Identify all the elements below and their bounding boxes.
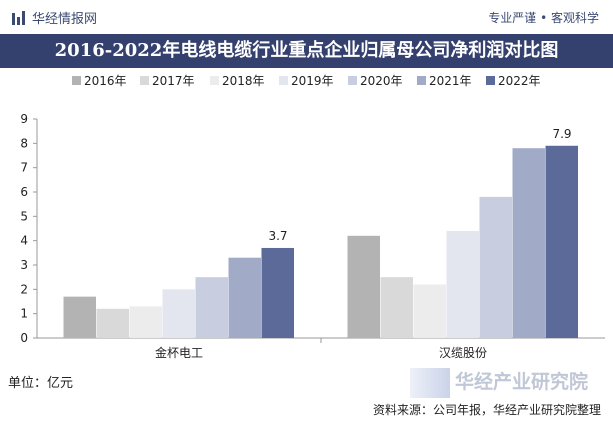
brand-name: 华经情报网 <box>32 12 98 27</box>
y-tick-label: 2 <box>20 282 28 296</box>
legend-swatch <box>486 76 495 85</box>
y-tick-label: 7 <box>20 161 28 175</box>
bar <box>162 289 195 338</box>
source-note: 资料来源：公司年报，华经产业研究院整理 <box>372 403 601 417</box>
legend-label: 2020年 <box>360 74 403 88</box>
y-tick-label: 3 <box>20 258 28 272</box>
bar <box>512 148 545 338</box>
legend-swatch <box>210 76 219 85</box>
bar <box>195 277 228 338</box>
bar <box>129 306 162 338</box>
data-label: 7.9 <box>552 127 571 141</box>
legend-label: 2016年 <box>84 74 127 88</box>
y-tick-label: 8 <box>20 136 28 150</box>
legend-label: 2021年 <box>429 74 472 88</box>
legend-label: 2017年 <box>152 74 195 88</box>
y-tick-label: 9 <box>20 112 28 126</box>
legend-swatch <box>140 76 149 85</box>
bar <box>96 308 129 338</box>
bar <box>545 145 578 338</box>
x-tick-label: 汉缆股份 <box>439 346 487 360</box>
legend-swatch <box>72 76 81 85</box>
bar <box>413 284 446 338</box>
legend-label: 2018年 <box>222 74 265 88</box>
x-tick-label: 金杯电工 <box>155 345 203 360</box>
legend-label: 2022年 <box>498 74 541 88</box>
slogan: 专业严谨 • 客观科学 <box>488 11 599 25</box>
watermark-logo <box>410 368 450 398</box>
bar <box>261 247 294 338</box>
bar <box>63 296 96 338</box>
legend-swatch <box>279 76 288 85</box>
y-tick-label: 0 <box>20 331 28 345</box>
brand: 华经情报网 <box>12 8 97 27</box>
bar <box>228 257 261 338</box>
watermark-brand: 华经产业研究院 <box>455 371 589 393</box>
legend-swatch <box>417 76 426 85</box>
y-tick-label: 4 <box>20 234 28 248</box>
bar <box>446 230 479 338</box>
bar <box>380 277 413 338</box>
bar <box>479 196 512 338</box>
y-tick-label: 6 <box>20 185 28 199</box>
top-bar: 华经情报网 专业严谨 • 客观科学 <box>0 0 613 34</box>
bar-chart: 2016年 2017年 2018年 2019年 2020年 2021年 2022年 0 1 2 3 4… <box>20 74 605 360</box>
data-label: 3.7 <box>268 229 287 243</box>
bar-chart-icon <box>12 10 25 25</box>
unit-label: 单位：亿元 <box>8 376 74 391</box>
legend-swatch <box>348 76 357 85</box>
y-tick-label: 1 <box>20 307 28 321</box>
y-tick-label: 5 <box>20 209 28 223</box>
chart-title: 2016-2022年电线电缆行业重点企业归属母公司净利润对比图 <box>0 34 613 68</box>
bar <box>347 235 380 338</box>
legend-label: 2019年 <box>291 74 334 88</box>
